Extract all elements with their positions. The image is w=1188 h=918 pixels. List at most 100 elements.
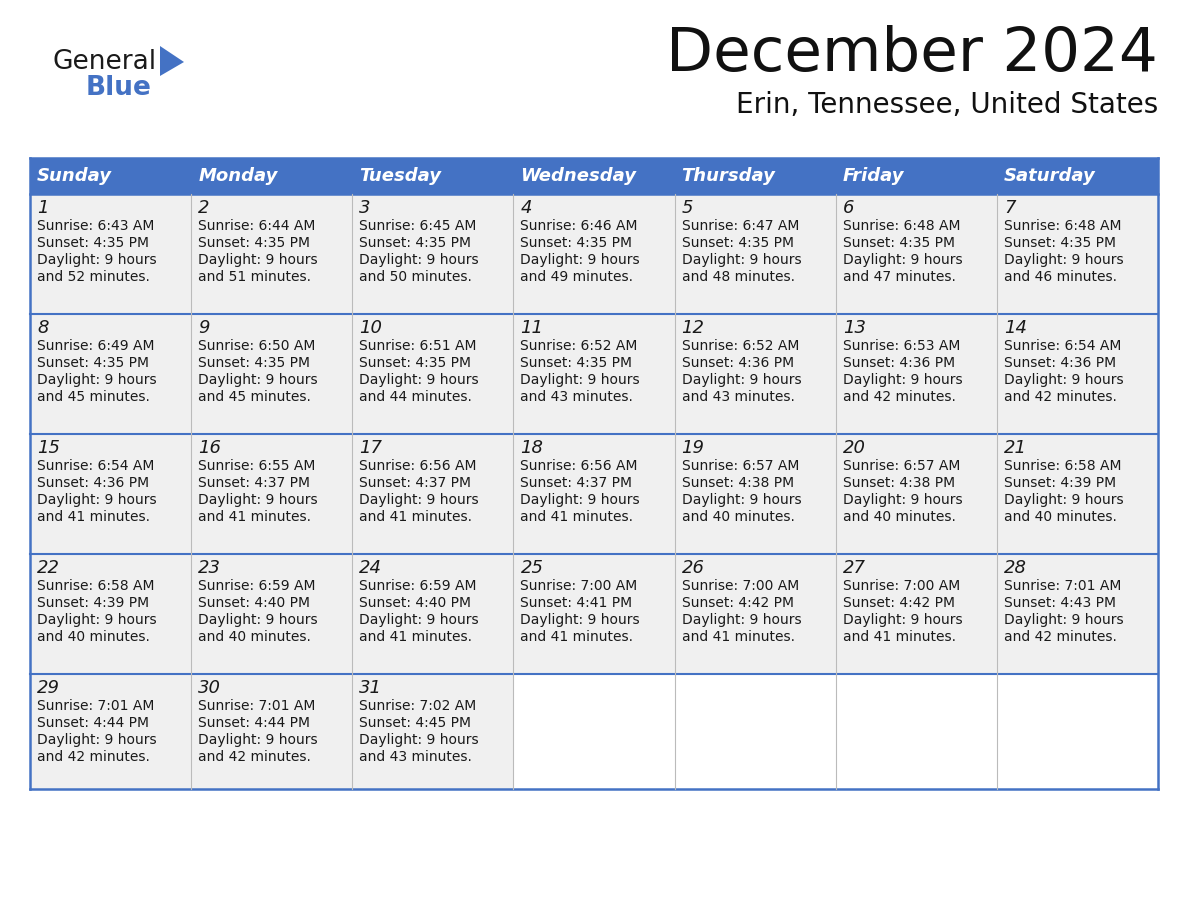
Text: 9: 9 <box>198 319 209 337</box>
Text: 26: 26 <box>682 559 704 577</box>
Text: Daylight: 9 hours: Daylight: 9 hours <box>842 493 962 507</box>
Text: and 42 minutes.: and 42 minutes. <box>1004 630 1117 644</box>
Bar <box>513 314 675 434</box>
Text: Sunrise: 6:44 AM: Sunrise: 6:44 AM <box>198 219 316 233</box>
Text: Sunrise: 6:50 AM: Sunrise: 6:50 AM <box>198 339 316 353</box>
Text: Daylight: 9 hours: Daylight: 9 hours <box>359 613 479 627</box>
Bar <box>997 314 1158 434</box>
Bar <box>191 194 353 314</box>
Text: and 40 minutes.: and 40 minutes. <box>1004 510 1117 524</box>
Text: Daylight: 9 hours: Daylight: 9 hours <box>198 373 317 387</box>
Bar <box>835 434 997 554</box>
Text: General: General <box>52 49 156 75</box>
Text: Sunrise: 6:52 AM: Sunrise: 6:52 AM <box>520 339 638 353</box>
Text: 24: 24 <box>359 559 383 577</box>
Bar <box>835 554 997 674</box>
Bar <box>513 434 675 554</box>
Text: Sunset: 4:42 PM: Sunset: 4:42 PM <box>682 596 794 610</box>
Text: Sunset: 4:39 PM: Sunset: 4:39 PM <box>37 596 150 610</box>
Text: Sunset: 4:45 PM: Sunset: 4:45 PM <box>359 716 472 730</box>
Text: Daylight: 9 hours: Daylight: 9 hours <box>198 613 317 627</box>
Text: and 41 minutes.: and 41 minutes. <box>198 510 311 524</box>
Text: 30: 30 <box>198 679 221 697</box>
Bar <box>353 674 513 789</box>
Bar <box>997 194 1158 314</box>
Text: 25: 25 <box>520 559 543 577</box>
Text: Daylight: 9 hours: Daylight: 9 hours <box>359 733 479 747</box>
Bar <box>675 194 835 314</box>
Bar <box>675 674 835 789</box>
Bar <box>30 674 191 789</box>
Text: Saturday: Saturday <box>1004 167 1095 185</box>
Text: Sunrise: 6:53 AM: Sunrise: 6:53 AM <box>842 339 960 353</box>
Text: and 41 minutes.: and 41 minutes. <box>37 510 150 524</box>
Text: Sunset: 4:35 PM: Sunset: 4:35 PM <box>198 236 310 250</box>
Bar <box>835 674 997 789</box>
Text: Daylight: 9 hours: Daylight: 9 hours <box>1004 253 1124 267</box>
Bar <box>675 314 835 434</box>
Text: Sunrise: 7:01 AM: Sunrise: 7:01 AM <box>198 699 316 713</box>
Text: 1: 1 <box>37 199 49 217</box>
Text: Sunrise: 6:58 AM: Sunrise: 6:58 AM <box>37 579 154 593</box>
Bar <box>835 158 997 194</box>
Text: Daylight: 9 hours: Daylight: 9 hours <box>842 253 962 267</box>
Text: Sunset: 4:40 PM: Sunset: 4:40 PM <box>359 596 472 610</box>
Text: Sunrise: 6:58 AM: Sunrise: 6:58 AM <box>1004 459 1121 473</box>
Text: Sunset: 4:35 PM: Sunset: 4:35 PM <box>359 236 472 250</box>
Text: 27: 27 <box>842 559 866 577</box>
Bar <box>835 194 997 314</box>
Bar <box>30 554 191 674</box>
Bar <box>353 314 513 434</box>
Text: and 40 minutes.: and 40 minutes. <box>682 510 795 524</box>
Text: Sunrise: 6:55 AM: Sunrise: 6:55 AM <box>198 459 316 473</box>
Text: Daylight: 9 hours: Daylight: 9 hours <box>682 373 801 387</box>
Text: 19: 19 <box>682 439 704 457</box>
Text: December 2024: December 2024 <box>666 26 1158 84</box>
Text: Sunrise: 6:47 AM: Sunrise: 6:47 AM <box>682 219 800 233</box>
Text: Sunrise: 6:59 AM: Sunrise: 6:59 AM <box>198 579 316 593</box>
Text: Daylight: 9 hours: Daylight: 9 hours <box>682 493 801 507</box>
Text: Daylight: 9 hours: Daylight: 9 hours <box>198 493 317 507</box>
Text: 23: 23 <box>198 559 221 577</box>
Text: Blue: Blue <box>86 75 152 101</box>
Text: Sunset: 4:40 PM: Sunset: 4:40 PM <box>198 596 310 610</box>
Text: Sunset: 4:35 PM: Sunset: 4:35 PM <box>198 356 310 370</box>
Bar <box>353 554 513 674</box>
Bar <box>30 434 191 554</box>
Text: Friday: Friday <box>842 167 904 185</box>
Text: Sunset: 4:35 PM: Sunset: 4:35 PM <box>359 356 472 370</box>
Text: and 51 minutes.: and 51 minutes. <box>198 270 311 284</box>
Bar <box>353 194 513 314</box>
Text: Daylight: 9 hours: Daylight: 9 hours <box>1004 493 1124 507</box>
Text: Sunset: 4:35 PM: Sunset: 4:35 PM <box>682 236 794 250</box>
Text: and 43 minutes.: and 43 minutes. <box>682 390 795 404</box>
Bar <box>191 674 353 789</box>
Text: and 41 minutes.: and 41 minutes. <box>842 630 955 644</box>
Text: Sunset: 4:35 PM: Sunset: 4:35 PM <box>37 236 148 250</box>
Bar <box>513 158 675 194</box>
Text: Daylight: 9 hours: Daylight: 9 hours <box>842 613 962 627</box>
Text: 16: 16 <box>198 439 221 457</box>
Text: Sunrise: 7:00 AM: Sunrise: 7:00 AM <box>682 579 798 593</box>
Text: Sunset: 4:42 PM: Sunset: 4:42 PM <box>842 596 955 610</box>
Text: Sunset: 4:37 PM: Sunset: 4:37 PM <box>520 476 632 490</box>
Text: and 41 minutes.: and 41 minutes. <box>682 630 795 644</box>
Text: Daylight: 9 hours: Daylight: 9 hours <box>682 613 801 627</box>
Text: and 41 minutes.: and 41 minutes. <box>520 510 633 524</box>
Text: Sunrise: 6:51 AM: Sunrise: 6:51 AM <box>359 339 476 353</box>
Text: and 48 minutes.: and 48 minutes. <box>682 270 795 284</box>
Text: and 45 minutes.: and 45 minutes. <box>37 390 150 404</box>
Text: Wednesday: Wednesday <box>520 167 637 185</box>
Text: and 40 minutes.: and 40 minutes. <box>198 630 311 644</box>
Text: Daylight: 9 hours: Daylight: 9 hours <box>37 253 157 267</box>
Text: and 43 minutes.: and 43 minutes. <box>359 750 472 764</box>
Text: Sunset: 4:35 PM: Sunset: 4:35 PM <box>842 236 955 250</box>
Text: Sunset: 4:36 PM: Sunset: 4:36 PM <box>37 476 150 490</box>
Text: Sunrise: 7:00 AM: Sunrise: 7:00 AM <box>520 579 638 593</box>
Text: Sunset: 4:38 PM: Sunset: 4:38 PM <box>682 476 794 490</box>
Text: 28: 28 <box>1004 559 1026 577</box>
Bar <box>675 158 835 194</box>
Text: and 41 minutes.: and 41 minutes. <box>359 630 473 644</box>
Text: Sunrise: 6:49 AM: Sunrise: 6:49 AM <box>37 339 154 353</box>
Text: and 50 minutes.: and 50 minutes. <box>359 270 472 284</box>
